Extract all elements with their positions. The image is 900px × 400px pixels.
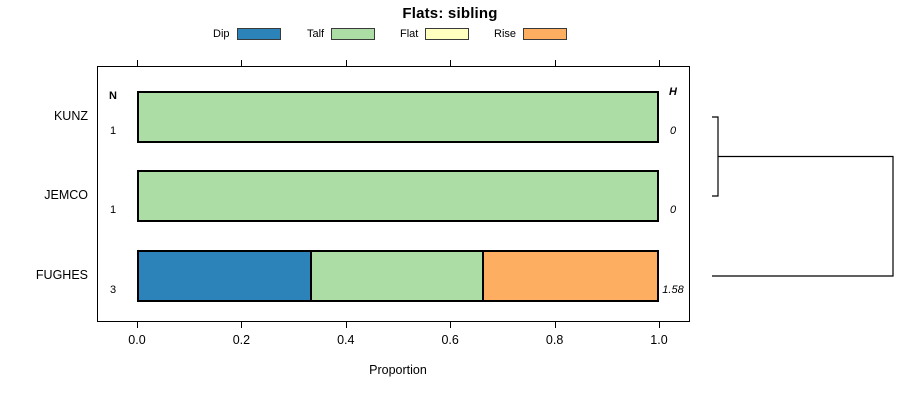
n-column-header: N — [109, 90, 117, 102]
x-tick-top — [450, 60, 452, 66]
bar-segment-dip — [139, 252, 312, 300]
bar-kunz — [137, 91, 659, 143]
x-tick-label: 0.2 — [232, 333, 251, 347]
x-tick-bottom — [450, 322, 452, 328]
x-tick-top — [659, 60, 660, 66]
h-value: 1.58 — [662, 284, 684, 296]
x-tick-bottom — [241, 322, 243, 328]
legend-swatch-talf — [331, 28, 376, 40]
bar-segment-talf — [139, 93, 657, 141]
bar-segment-rise — [484, 252, 657, 300]
x-tick-label: 0.4 — [337, 333, 355, 347]
category-label-jemco: JEMCO — [44, 188, 88, 202]
bar-jemco — [137, 170, 659, 222]
bar-segment-talf — [311, 252, 485, 300]
x-tick-bottom — [554, 322, 556, 328]
x-tick-label: 0.0 — [128, 333, 146, 347]
x-axis-title: Proportion — [369, 363, 427, 377]
dendrogram-link — [712, 155, 894, 277]
legend-item-flat: Flat — [400, 26, 470, 42]
x-tick-top — [137, 60, 138, 66]
n-value: 1 — [109, 125, 117, 137]
h-value: 0 — [669, 204, 677, 216]
legend-label: Talf — [307, 28, 325, 40]
legend-item-dip: Dip — [213, 26, 281, 42]
legend-item-rise: Rise — [494, 26, 568, 42]
legend-swatch-dip — [236, 28, 281, 40]
legend-label: Dip — [213, 28, 230, 40]
legend-label: Rise — [494, 28, 517, 40]
legend-label: Flat — [400, 28, 419, 40]
h-column-header: H — [669, 86, 677, 98]
x-tick-label: 1.0 — [650, 333, 668, 347]
category-label-fughes: FUGHES — [35, 268, 88, 282]
dendrogram-link — [712, 116, 719, 197]
chart-title: Flats: sibling — [402, 5, 498, 22]
n-value: 1 — [109, 204, 117, 216]
category-label-kunz: KUNZ — [53, 109, 88, 123]
bar-segment-talf — [139, 172, 657, 220]
legend-swatch-flat — [425, 28, 470, 40]
x-tick-top — [554, 60, 556, 66]
x-tick-label: 0.6 — [441, 333, 459, 347]
x-tick-bottom — [345, 322, 347, 328]
x-tick-label: 0.8 — [545, 333, 564, 347]
legend-swatch-rise — [523, 28, 568, 40]
h-value: 0 — [669, 125, 677, 137]
x-tick-top — [241, 60, 243, 66]
n-value: 3 — [109, 284, 117, 296]
bar-fughes — [137, 250, 659, 302]
x-tick-bottom — [659, 322, 660, 328]
x-tick-top — [345, 60, 347, 66]
x-tick-bottom — [137, 322, 138, 328]
legend-item-talf: Talf — [307, 26, 376, 42]
